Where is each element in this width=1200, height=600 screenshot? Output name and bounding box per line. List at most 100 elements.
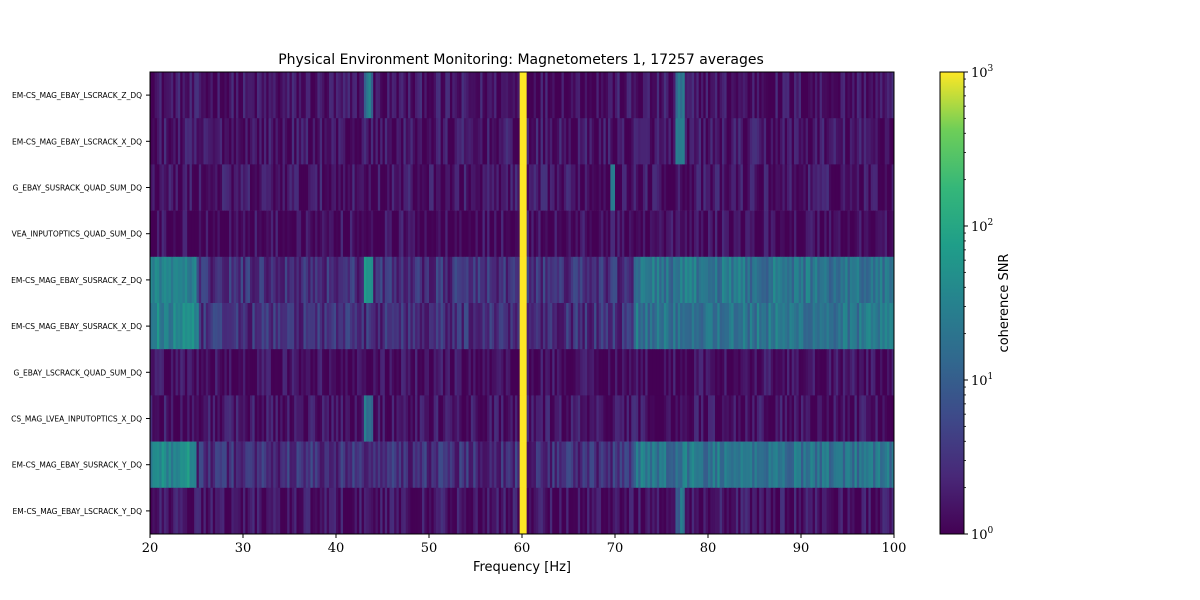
heatmap-cell bbox=[856, 72, 860, 119]
heatmap-cell bbox=[656, 303, 660, 350]
heatmap-cell bbox=[875, 441, 879, 489]
heatmap-cell bbox=[363, 487, 367, 535]
heatmap-cell bbox=[263, 210, 267, 258]
heatmap-cell bbox=[380, 72, 383, 119]
heatmap-cell bbox=[215, 395, 218, 442]
heatmap-cell bbox=[684, 395, 688, 442]
heatmap-cell bbox=[854, 441, 858, 489]
heatmap-cell bbox=[487, 164, 490, 211]
heatmap-cell bbox=[224, 164, 228, 211]
row-label: VEA_INPUTOPTICS_QUAD_SUM_DQ bbox=[12, 230, 142, 239]
heatmap-cell bbox=[796, 210, 800, 258]
heatmap-cell bbox=[726, 303, 730, 350]
heatmap-cell bbox=[877, 349, 881, 396]
heatmap-cell bbox=[724, 487, 727, 535]
heatmap-cell bbox=[817, 441, 820, 489]
heatmap-cell bbox=[508, 487, 511, 535]
heatmap-cell bbox=[631, 441, 634, 489]
heatmap-cell bbox=[410, 118, 414, 165]
heatmap-cell bbox=[580, 349, 583, 396]
heatmap-cell bbox=[382, 118, 386, 165]
heatmap-cell bbox=[794, 395, 797, 442]
heatmap-cell bbox=[373, 487, 376, 535]
heatmap-cell bbox=[535, 303, 539, 350]
heatmap-cell bbox=[594, 118, 597, 165]
heatmap-cell bbox=[838, 210, 841, 258]
heatmap-cell bbox=[191, 349, 195, 396]
heatmap-cell bbox=[431, 349, 435, 396]
heatmap-cell bbox=[777, 395, 781, 442]
heatmap-cell bbox=[445, 441, 448, 489]
heatmap-cell bbox=[166, 210, 169, 258]
heatmap-cell bbox=[273, 118, 276, 165]
heatmap-cell bbox=[761, 210, 765, 258]
heatmap-cell bbox=[477, 441, 481, 489]
heatmap-cell bbox=[198, 256, 202, 304]
heatmap-cell bbox=[661, 118, 665, 165]
heatmap-cell bbox=[849, 118, 853, 165]
heatmap-cell bbox=[366, 487, 369, 535]
heatmap-cell bbox=[198, 210, 202, 258]
heatmap-cell bbox=[384, 441, 388, 489]
heatmap-cell bbox=[545, 441, 548, 489]
heatmap-cell bbox=[305, 395, 309, 442]
heatmap-cell bbox=[631, 72, 634, 119]
heatmap-cell bbox=[575, 72, 579, 119]
heatmap-cell bbox=[247, 72, 251, 119]
heatmap-cell bbox=[598, 303, 602, 350]
heatmap-cell bbox=[275, 487, 279, 535]
heatmap-cell bbox=[452, 349, 455, 396]
heatmap-cell bbox=[556, 210, 560, 258]
heatmap-cell bbox=[452, 72, 455, 119]
heatmap-cell bbox=[763, 441, 767, 489]
heatmap-cell bbox=[784, 395, 788, 442]
heatmap-cell bbox=[282, 118, 286, 165]
heatmap-cell bbox=[280, 487, 283, 535]
heatmap-cell bbox=[577, 487, 581, 535]
heatmap-cell bbox=[659, 210, 662, 258]
heatmap-cell bbox=[849, 441, 853, 489]
heatmap-cell bbox=[301, 303, 304, 350]
heatmap-cell bbox=[424, 303, 428, 350]
heatmap-cell bbox=[219, 395, 223, 442]
heatmap-cell bbox=[535, 72, 539, 119]
heatmap-cell bbox=[459, 256, 462, 304]
heatmap-cell bbox=[431, 72, 435, 119]
heatmap-cell bbox=[835, 303, 839, 350]
heatmap-cell bbox=[326, 303, 330, 350]
heatmap-cell bbox=[452, 210, 455, 258]
heatmap-cell bbox=[670, 72, 674, 119]
heatmap-cell bbox=[847, 72, 851, 119]
heatmap-cell bbox=[319, 210, 323, 258]
heatmap-cell bbox=[608, 349, 611, 396]
heatmap-cell bbox=[605, 72, 609, 119]
heatmap-cell bbox=[863, 395, 867, 442]
heatmap-cell bbox=[331, 256, 335, 304]
heatmap-cell bbox=[319, 487, 323, 535]
heatmap-cell bbox=[577, 118, 581, 165]
heatmap-cell bbox=[475, 118, 479, 165]
heatmap-cell bbox=[796, 164, 800, 211]
heatmap-cell bbox=[473, 164, 476, 211]
heatmap-cell bbox=[247, 303, 251, 350]
heatmap-cell bbox=[852, 487, 855, 535]
heatmap-cell bbox=[226, 303, 230, 350]
heatmap-cell bbox=[542, 349, 546, 396]
heatmap-cell bbox=[319, 118, 323, 165]
heatmap-cell bbox=[273, 72, 276, 119]
heatmap-cell bbox=[668, 164, 672, 211]
heatmap-cell bbox=[333, 395, 337, 442]
heatmap-cell bbox=[308, 487, 311, 535]
heatmap-cell bbox=[301, 349, 304, 396]
heatmap-cell bbox=[845, 487, 848, 535]
heatmap-cell bbox=[775, 210, 779, 258]
heatmap-cell bbox=[394, 164, 397, 211]
heatmap-cell bbox=[333, 72, 337, 119]
heatmap-cell bbox=[161, 72, 165, 119]
heatmap-cell bbox=[528, 487, 532, 535]
heatmap-cell bbox=[229, 441, 232, 489]
heatmap-cell bbox=[261, 441, 265, 489]
heatmap-cell bbox=[752, 349, 755, 396]
heatmap-cell bbox=[640, 303, 644, 350]
heatmap-cell bbox=[580, 487, 583, 535]
